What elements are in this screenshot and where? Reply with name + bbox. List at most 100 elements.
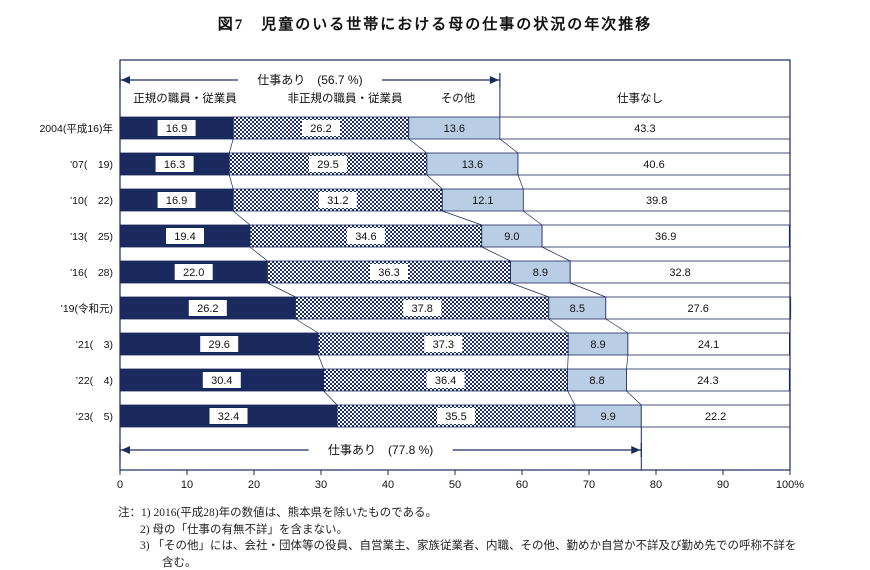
series-header: 非正規の職員・従業員 (288, 91, 403, 105)
svg-text:仕事あり (77.8 %): 仕事あり (77.8 %) (328, 443, 433, 457)
bar-value-label: 39.8 (646, 195, 667, 207)
x-tick-label: 60 (516, 479, 528, 491)
segment-connector-line (605, 318, 629, 334)
segment-connector-line (626, 354, 629, 370)
bar-value-label: 22.2 (705, 411, 726, 423)
segment-connector-line (249, 246, 268, 262)
stacked-bar-chart: 16.9 26.2 13.6 43.3 2004(平成16)年 16.3 29.5 13.6 4… (0, 45, 870, 505)
bar-value-label: 31.2 (327, 195, 348, 207)
top-arrow-shuuroku: 仕事あり (56.7 %) (119, 71, 501, 89)
bar-value-label: 8.5 (570, 303, 585, 315)
value-label-box (424, 336, 463, 352)
value-label-box (309, 156, 347, 172)
bar-value-label: 35.5 (445, 411, 466, 423)
value-label-box (188, 300, 227, 316)
x-tick-label: 0 (117, 479, 123, 491)
x-tick-label: 70 (583, 479, 595, 491)
segment-connector-line (426, 174, 443, 190)
value-label-box (302, 120, 340, 136)
segment-connector-line (548, 318, 569, 334)
bottom-arrow: 仕事あり (77.8 %) (119, 441, 642, 459)
bar-value-label: 16.3 (164, 159, 185, 171)
segment-connector-line (510, 282, 549, 298)
bar-value-label: 24.3 (697, 375, 718, 387)
value-label-box (157, 120, 196, 136)
footnote-line: 3) 「その他」には、会社・団体等の役員、自営業主、家族従業者、内職、その他、勤… (140, 540, 797, 553)
segment-connector-line (567, 390, 576, 406)
bar-segment (541, 224, 790, 248)
bar-segment (626, 368, 790, 392)
svg-text:仕事あり (56.7 %): 仕事あり (56.7 %) (257, 73, 362, 87)
bar-value-label: 27.6 (687, 303, 708, 315)
segment-connector-line (323, 390, 338, 406)
segment-connector-line (317, 354, 325, 370)
value-label-box (157, 192, 196, 208)
category-label: ’21( 3) (76, 339, 113, 351)
bar-value-label: 12.1 (472, 195, 493, 207)
x-tick-label: 40 (382, 479, 394, 491)
bar-value-label: 8.8 (589, 375, 604, 387)
value-label-box (209, 408, 248, 424)
category-label: ’22( 4) (76, 375, 113, 387)
value-label-box (437, 408, 475, 424)
category-label: ’19(令和元) (60, 302, 113, 315)
bar-segment (605, 296, 792, 320)
series-header: 仕事なし (617, 92, 663, 105)
x-tick-label: 100% (776, 479, 804, 491)
x-tick-label: 80 (650, 479, 662, 491)
bar-value-label: 37.3 (433, 339, 454, 351)
bar-value-label: 36.3 (378, 267, 399, 279)
value-label-box (174, 264, 213, 280)
footnote-line: 2) 母の「仕事の有無不詳」を含まない。 (140, 523, 348, 536)
category-label: 2004(平成16)年 (39, 122, 113, 135)
bar-value-label: 26.2 (197, 303, 218, 315)
segment-connector-line (626, 390, 642, 406)
series-header: その他 (441, 92, 476, 105)
bar-value-label: 9.0 (504, 231, 519, 243)
segment-connector-line (295, 318, 319, 334)
bar-value-label: 26.2 (310, 123, 331, 135)
footnotes: 注：1) 2016(平成28)年の数値は、熊本県を除いたものである。 2) 母の「… (0, 505, 870, 570)
bar-value-label: 13.6 (462, 159, 483, 171)
category-label: ’16( 28) (70, 267, 113, 279)
segment-connector-line (541, 246, 571, 262)
value-label-box (202, 372, 241, 388)
bar-value-label: 16.9 (166, 123, 187, 135)
bar-value-label: 16.9 (166, 195, 187, 207)
category-label: ’13( 25) (70, 231, 113, 243)
bar-value-label: 24.1 (698, 339, 719, 351)
chart-svg: 16.9 26.2 13.6 43.3 2004(平成16)年 16.3 29.5 13.6 4… (39, 59, 804, 491)
value-label-box (370, 264, 408, 280)
bar-value-label: 40.6 (643, 159, 664, 171)
footnote-line: 注：1) 2016(平成28)年の数値は、熊本県を除いたものである。 (118, 507, 437, 519)
chart-title: 図7 児童のいる世帯における母の仕事の状況の年次推移 (217, 17, 653, 33)
bar-value-label: 36.4 (435, 375, 456, 387)
segment-connector-line (523, 210, 543, 226)
segment-connector-line (228, 174, 234, 190)
bar-value-label: 32.4 (218, 411, 239, 423)
bar-value-label: 32.8 (669, 267, 690, 279)
segment-connector-line (228, 138, 234, 154)
bar-value-label: 29.5 (317, 159, 338, 171)
bar-value-label: 36.9 (655, 231, 676, 243)
x-tick-label: 20 (248, 479, 260, 491)
value-label-box (346, 228, 385, 244)
x-tick-label: 90 (717, 479, 729, 491)
series-header: 正規の職員・従業員 (133, 91, 237, 105)
segment-connector-line (232, 210, 251, 226)
category-label: ’07( 19) (70, 159, 113, 171)
bar-value-label: 43.3 (634, 123, 655, 135)
bar-value-label: 37.8 (411, 303, 432, 315)
value-label-box (426, 372, 465, 388)
segment-connector-line (408, 138, 428, 154)
segment-connector-line (499, 138, 519, 154)
bar-value-label: 9.9 (600, 411, 615, 423)
segment-connector-line (267, 282, 296, 298)
x-tick-label: 10 (181, 479, 193, 491)
footnote-line: 含む。 (162, 557, 197, 570)
bar-value-label: 34.6 (355, 231, 376, 243)
bar-value-label: 29.6 (208, 339, 229, 351)
segment-connector-line (442, 210, 482, 226)
bar-value-label: 30.4 (211, 375, 232, 387)
